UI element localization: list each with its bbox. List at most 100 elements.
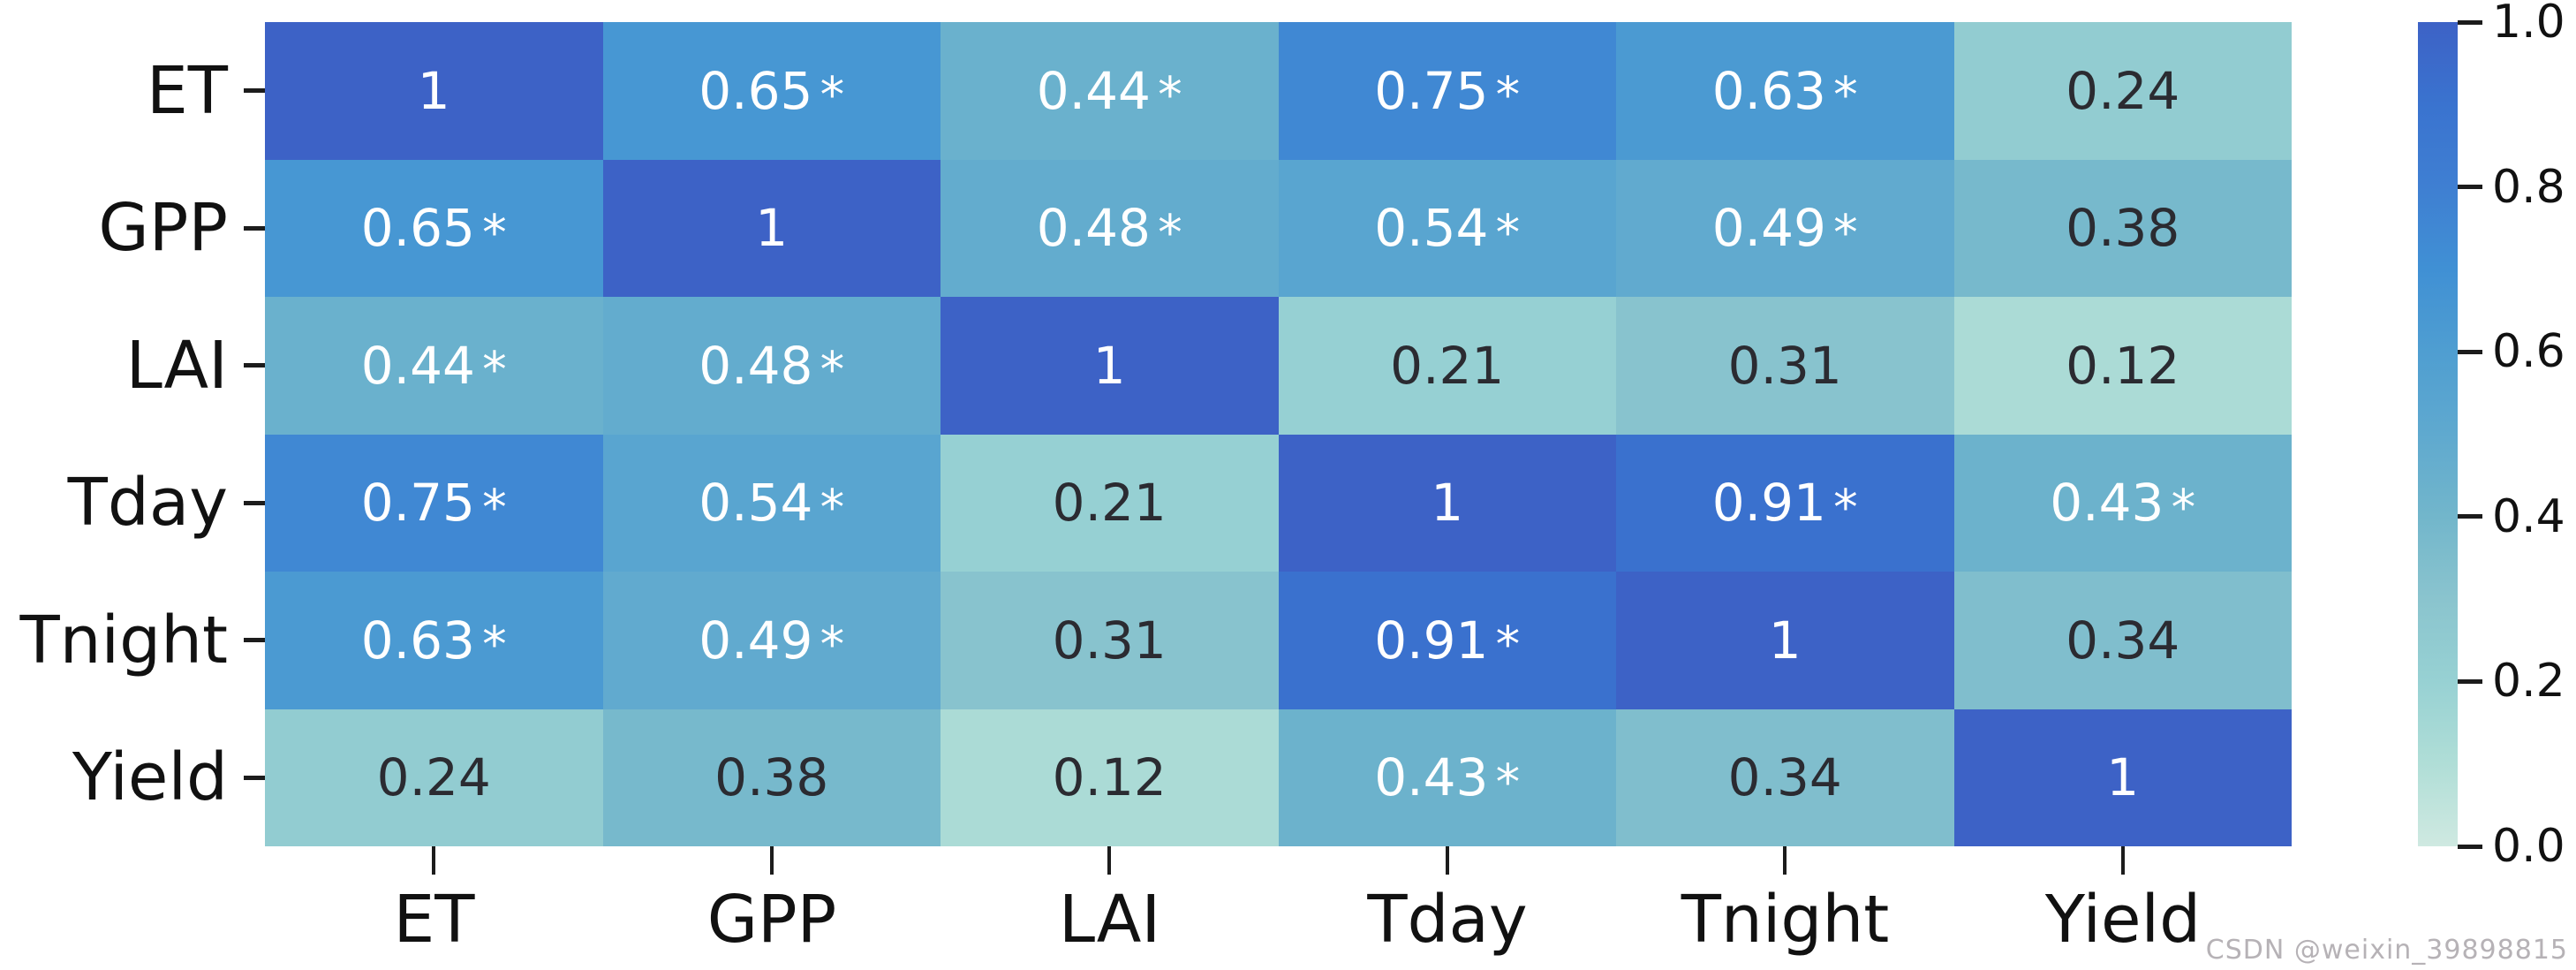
heatmap-cell-Yield-Yield: 1: [1953, 709, 2292, 846]
cell-value: 0.63: [1711, 60, 1826, 121]
significance-asterisk: *: [1495, 616, 1521, 673]
colorbar-tick-label-0.4: 0.4: [2492, 489, 2565, 543]
heatmap-cell-Tday-Tday: 1: [1278, 434, 1616, 572]
x-axis-tick: [769, 846, 774, 875]
heatmap-cell-Tnight-Tnight: 1: [1616, 572, 1954, 709]
x-axis-label-LAI: LAI: [1058, 882, 1161, 958]
colorbar-tick-label-1.0: 1.0: [2492, 0, 2565, 49]
cell-value: 1: [2106, 747, 2140, 808]
colorbar-tick-label-0.6: 0.6: [2492, 325, 2565, 379]
colorbar-tick: [2458, 185, 2482, 190]
heatmap-cell-Yield-ET: 0.24: [265, 709, 603, 846]
y-axis-tick: [244, 363, 265, 368]
heatmap-cell-GPP-ET: 0.65 *: [265, 159, 603, 297]
heatmap-cell-LAI-Yield: 0.12: [1953, 297, 2292, 435]
significance-asterisk: *: [1158, 204, 1182, 261]
significance-asterisk: *: [1495, 204, 1521, 261]
x-axis-tick: [432, 846, 436, 875]
heatmap-cell-GPP-GPP: 1: [602, 159, 941, 297]
cell-value: 1: [1431, 473, 1464, 534]
significance-asterisk: *: [820, 341, 845, 398]
cell-value: 0.75: [1374, 60, 1489, 121]
y-axis-tick: [244, 225, 265, 231]
heatmap-cell-GPP-Yield: 0.38: [1953, 159, 2292, 297]
cell-value: 0.24: [376, 747, 491, 808]
cell-value: 0.65: [360, 198, 475, 259]
y-axis-label-Yield: Yield: [72, 739, 228, 816]
y-axis-tick: [244, 638, 265, 643]
significance-asterisk: *: [482, 479, 507, 536]
cell-value: 1: [1768, 610, 1802, 671]
y-axis-label-Tday: Tday: [67, 465, 228, 542]
heatmap-cell-Tnight-LAI: 0.31: [941, 572, 1279, 709]
heatmap-cell-Tday-GPP: 0.54 *: [602, 434, 941, 572]
x-axis-tick: [1107, 846, 1112, 875]
cell-value: 0.54: [699, 473, 813, 534]
heatmap-cell-Tnight-ET: 0.63 *: [265, 572, 603, 709]
heatmap-cell-GPP-LAI: 0.48 *: [941, 159, 1279, 297]
colorbar-tick: [2458, 844, 2482, 849]
x-axis-label-GPP: GPP: [706, 882, 837, 958]
significance-asterisk: *: [482, 616, 507, 673]
heatmap-cell-Yield-LAI: 0.12: [941, 709, 1279, 846]
cell-value: 0.34: [1727, 747, 1842, 808]
heatmap-cell-Tday-Yield: 0.43 *: [1953, 434, 2292, 572]
x-axis-tick: [1783, 846, 1787, 875]
heatmap-cell-ET-ET: 1: [265, 22, 603, 160]
colorbar-tick: [2458, 349, 2482, 354]
cell-value: 0.34: [2066, 610, 2180, 671]
heatmap-cell-Tnight-GPP: 0.49 *: [602, 572, 941, 709]
significance-asterisk: *: [1833, 204, 1858, 261]
y-axis-label-LAI: LAI: [125, 327, 228, 404]
significance-asterisk: *: [820, 616, 845, 673]
y-axis-label-ET: ET: [147, 52, 228, 129]
heatmap-cell-LAI-ET: 0.44 *: [265, 297, 603, 435]
significance-asterisk: *: [482, 341, 507, 398]
heatmap-cell-Tday-ET: 0.75 *: [265, 434, 603, 572]
colorbar-tick: [2458, 678, 2482, 684]
significance-asterisk: *: [1833, 66, 1858, 124]
cell-value: 0.43: [2050, 473, 2164, 534]
significance-asterisk: *: [1158, 66, 1182, 124]
heatmap-cell-LAI-LAI: 1: [941, 297, 1279, 435]
heatmap-cell-LAI-Tday: 0.21: [1278, 297, 1616, 435]
cell-value: 0.91: [1711, 473, 1826, 534]
cell-value: 0.12: [1052, 747, 1167, 808]
x-axis-label-Yield: Yield: [2044, 882, 2202, 958]
cell-value: 0.48: [699, 335, 813, 396]
cell-value: 1: [417, 60, 450, 121]
cell-value: 0.63: [360, 610, 475, 671]
heatmap-cell-GPP-Tday: 0.54 *: [1278, 159, 1616, 297]
cell-value: 0.65: [699, 60, 813, 121]
cell-value: 0.49: [1711, 198, 1826, 259]
colorbar-tick-label-0.2: 0.2: [2492, 655, 2565, 709]
colorbar-tick: [2458, 514, 2482, 519]
colorbar-tick-label-0.0: 0.0: [2492, 820, 2565, 873]
cell-value: 0.49: [699, 610, 813, 671]
heatmap-cell-Yield-Tday: 0.43 *: [1278, 709, 1616, 846]
colorbar-tick-label-0.8: 0.8: [2492, 160, 2565, 214]
x-axis-tick: [2120, 846, 2125, 875]
cell-value: 0.38: [2066, 198, 2180, 259]
heatmap-cell-Tday-Tnight: 0.91 *: [1616, 434, 1954, 572]
cell-value: 0.54: [1374, 198, 1489, 259]
colorbar-gradient: [2418, 22, 2458, 846]
heatmap-cell-Tnight-Yield: 0.34: [1953, 572, 2292, 709]
x-axis-tick: [1445, 846, 1449, 875]
heatmap-cell-ET-LAI: 0.44 *: [941, 22, 1279, 160]
heatmap-cell-ET-Tday: 0.75 *: [1278, 22, 1616, 160]
heatmap-cell-LAI-Tnight: 0.31: [1616, 297, 1954, 435]
y-axis-label-Tnight: Tnight: [19, 602, 228, 678]
cell-value: 0.24: [2066, 60, 2180, 121]
heatmap-cell-Tday-LAI: 0.21: [941, 434, 1279, 572]
heatmap-cell-ET-Yield: 0.24: [1953, 22, 2292, 160]
cell-value: 0.21: [1052, 473, 1167, 534]
significance-asterisk: *: [820, 479, 845, 536]
x-axis-label-Tnight: Tnight: [1681, 882, 1890, 958]
cell-value: 1: [755, 198, 789, 259]
significance-asterisk: *: [482, 204, 507, 261]
colorbar-tick: [2458, 19, 2482, 25]
heatmap-cell-LAI-GPP: 0.48 *: [602, 297, 941, 435]
cell-value: 0.75: [360, 473, 475, 534]
